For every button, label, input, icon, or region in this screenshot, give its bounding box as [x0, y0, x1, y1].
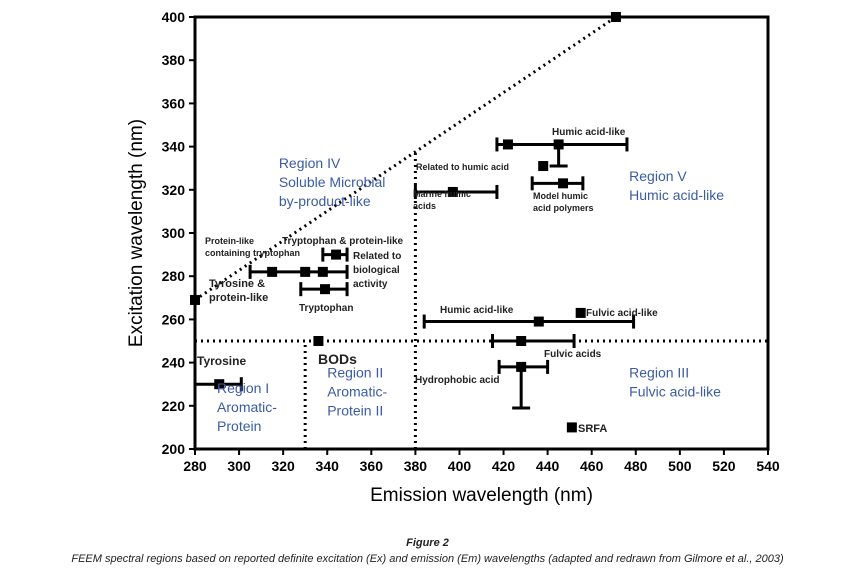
data-point: [300, 266, 311, 277]
x-tick-label: 340: [316, 458, 340, 474]
x-tick-label: 540: [756, 458, 780, 474]
y-tick-label: 260: [162, 311, 186, 327]
x-tick-label: 400: [448, 458, 472, 474]
point-label: Related to humic acid: [416, 162, 509, 172]
x-tick-label: 320: [271, 458, 295, 474]
y-tick-label: 220: [162, 398, 186, 414]
region-label: Region IV Soluble Microbial by-product-lik…: [279, 155, 386, 209]
point-label: Protein-like containing tryptophan: [205, 236, 300, 258]
x-tick-label: 380: [404, 458, 428, 474]
data-point: [538, 161, 549, 172]
y-tick-label: 360: [162, 95, 186, 111]
data-point: [331, 249, 342, 260]
point-label: Humic acid-like: [440, 305, 514, 316]
region-boundary: [194, 15, 617, 302]
point-label: Fulvic acid-like: [586, 308, 658, 319]
data-point: [317, 266, 328, 277]
data-point: [516, 361, 527, 372]
data-point: [516, 336, 527, 346]
point-label: Marine humic acids: [413, 189, 471, 211]
figure-caption: FEEM spectral regions based on reported …: [71, 553, 784, 565]
x-tick-label: 440: [536, 458, 560, 474]
x-tick-label: 520: [712, 458, 736, 474]
point-label: Model humic acid polymers: [533, 191, 594, 213]
point-label: SRFA: [578, 423, 607, 435]
point-label: BODs: [318, 351, 357, 367]
y-tick-label: 280: [162, 268, 186, 284]
y-tick-label: 380: [162, 52, 186, 68]
y-tick-label: 320: [162, 182, 186, 198]
figure-title: Figure 2: [406, 537, 449, 549]
data-point: [447, 186, 458, 197]
point-label: Fulvic acids: [544, 349, 602, 360]
data-point: [566, 422, 577, 433]
y-tick-label: 300: [162, 225, 186, 241]
region-label: Region I Aromatic-Protein: [217, 380, 277, 434]
point-label: Tryptophan & protein-like: [282, 236, 404, 247]
annotation-related-to-biological-activity: Related to biological activity: [353, 251, 401, 290]
data-point: [533, 316, 544, 327]
data-point: [190, 294, 200, 305]
y-tick-label: 400: [162, 9, 186, 25]
data-point: [610, 12, 621, 22]
region-label: Region III Fulvic acid-like: [629, 365, 721, 400]
x-tick-label: 280: [183, 458, 207, 474]
y-axis-label: Excitation wavelength (nm): [126, 119, 147, 347]
point-label: Humic acid-like: [552, 127, 626, 138]
data-point: [575, 307, 586, 318]
y-tick-label: 240: [162, 355, 186, 371]
x-tick-label: 300: [227, 458, 251, 474]
data-point: [214, 379, 225, 390]
y-tick-label: 340: [162, 139, 186, 155]
data-point: [553, 139, 564, 150]
point-label: Tyrosine & protein-like: [209, 278, 268, 304]
data-point: [313, 336, 324, 346]
y-tick-label: 200: [162, 441, 186, 457]
data-point: [267, 266, 278, 277]
x-tick-label: 360: [360, 458, 384, 474]
x-tick-label: 420: [492, 458, 516, 474]
x-axis-label: Emission wavelength (nm): [370, 485, 593, 506]
data-point: [320, 284, 331, 295]
point-label: Hydrophobic acid: [415, 375, 499, 386]
point-label: Tyrosine: [197, 354, 246, 368]
data-point: [558, 178, 569, 189]
x-tick-label: 460: [580, 458, 604, 474]
x-tick-label: 500: [668, 458, 692, 474]
region-label: Region V Humic acid-like: [629, 168, 724, 203]
point-label: Tryptophan: [299, 303, 353, 314]
x-tick-label: 480: [624, 458, 648, 474]
region-label: Region II Aromatic-Protein II: [327, 365, 387, 419]
